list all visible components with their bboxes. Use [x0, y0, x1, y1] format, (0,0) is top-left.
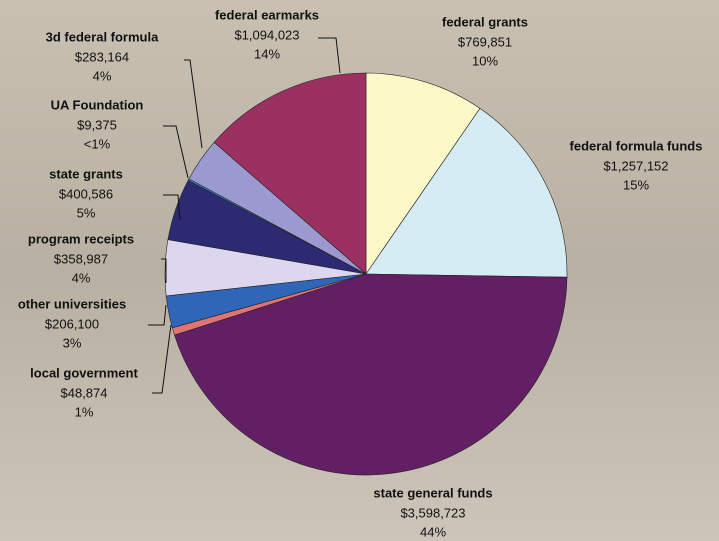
leader-line	[148, 304, 167, 326]
pie	[164, 72, 568, 476]
value-label: $48,874	[61, 385, 108, 400]
value-label: $358,987	[54, 251, 108, 266]
percent-label: 5%	[77, 205, 96, 220]
slice-label: local government	[30, 365, 138, 380]
percent-label: 10%	[472, 53, 498, 68]
percent-label: 15%	[623, 177, 649, 192]
slice-label: program receipts	[28, 231, 134, 246]
value-label: $283,164	[75, 49, 129, 64]
slice-label: federal formula funds	[570, 138, 703, 153]
value-label: $769,851	[458, 34, 512, 49]
slice-label: other universities	[18, 296, 126, 311]
percent-label: <1%	[84, 136, 111, 151]
value-label: $206,100	[45, 316, 99, 331]
leader-line	[161, 258, 167, 283]
leader-line	[318, 37, 341, 74]
percent-label: 44%	[420, 524, 446, 539]
percent-label: 4%	[93, 68, 112, 83]
slice-label: UA Foundation	[51, 97, 144, 112]
slice-label: 3d federal formula	[46, 29, 159, 44]
leader-line	[163, 125, 189, 179]
slice	[365, 107, 568, 278]
value-label: $9,375	[77, 117, 117, 132]
leader-line	[184, 59, 203, 149]
percent-label: 3%	[63, 335, 82, 350]
slice	[213, 72, 367, 275]
slice	[174, 273, 568, 476]
leader-line	[152, 324, 172, 394]
slice-label: state grants	[49, 166, 123, 181]
leader-line	[163, 194, 181, 221]
slice-label: federal grants	[442, 14, 528, 29]
percent-label: 14%	[254, 46, 280, 61]
value-label: $3,598,723	[400, 505, 465, 520]
slice-label: federal earmarks	[215, 7, 319, 22]
value-label: $1,094,023	[234, 27, 299, 42]
value-label: $400,586	[59, 186, 113, 201]
percent-label: 4%	[72, 270, 91, 285]
value-label: $1,257,152	[603, 158, 668, 173]
percent-label: 1%	[75, 404, 94, 419]
labels: federal grants $769,851 10% federal formula…	[18, 7, 703, 539]
slice-label: state general funds	[373, 485, 492, 500]
slice	[365, 72, 481, 275]
